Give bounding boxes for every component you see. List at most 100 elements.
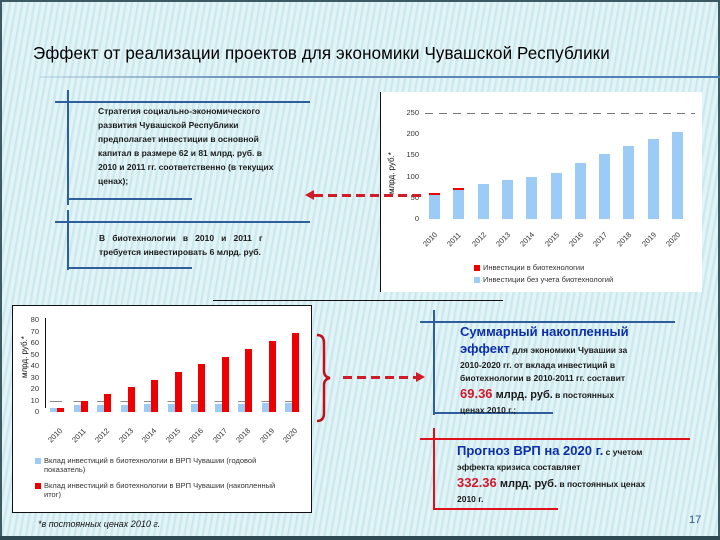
legend-swatch-red xyxy=(474,265,480,271)
text-line: развития Чувашской Республики xyxy=(98,120,239,130)
forecast-text: Прогноз ВРП на 2020 г. с учетом эффекта … xyxy=(457,442,712,506)
bar xyxy=(623,146,635,219)
text-line: эффекта кризиса составляет xyxy=(457,462,581,472)
y-tick: 50 xyxy=(30,349,39,359)
callout-top-line xyxy=(55,221,310,223)
y-tick: 60 xyxy=(30,338,39,348)
legend-label: Вклад инвестиций в биотехнологии в ВРП Ч… xyxy=(44,481,275,499)
bar-annual xyxy=(238,404,245,412)
legend-line: итог) xyxy=(44,490,61,499)
callout-left-line xyxy=(433,310,435,415)
text-line: в постоянных ценах xyxy=(557,479,646,489)
bar-cumulative xyxy=(80,400,88,412)
bar-annual xyxy=(191,404,198,412)
bar-cumulative xyxy=(127,387,135,412)
text-line: 2010 г. xyxy=(457,494,484,504)
y-tick: 100 xyxy=(406,172,419,181)
legend-label: Инвестиции в биотехнологии xyxy=(483,263,585,272)
bar xyxy=(477,183,489,219)
y-tick: 10 xyxy=(30,395,39,405)
bar xyxy=(672,132,683,219)
page-number: 17 xyxy=(689,514,702,526)
y-tick: 150 xyxy=(406,150,419,159)
headline: эффект xyxy=(460,341,510,356)
bar-cumulative xyxy=(221,357,229,412)
bar-annual xyxy=(73,405,81,412)
text-line: Стратегия социально-экономического xyxy=(98,106,261,116)
x-tick-label: 2016 xyxy=(566,230,585,249)
y-tick: 50 xyxy=(410,193,419,202)
bar xyxy=(574,163,586,219)
text-line: капитал в размере 62 и 81 млрд. руб. в xyxy=(98,148,262,158)
bar-cumulative xyxy=(245,349,252,412)
callout-top-line xyxy=(420,321,675,323)
legend-label: Инвестиции без учета биотехнологий xyxy=(483,275,614,284)
legend-swatch-red xyxy=(35,483,41,489)
bar-annual xyxy=(167,404,175,412)
x-tick-label: 2013 xyxy=(493,230,513,249)
bar xyxy=(429,194,440,219)
text-line: ценах); xyxy=(98,176,129,186)
text-line: В биотехнологии в 2010 и 2011 г xyxy=(99,233,263,243)
bar xyxy=(599,154,611,219)
connector-arrow-right xyxy=(343,376,418,379)
strategy-callout: Стратегия социально-экономического разви… xyxy=(55,90,325,210)
top-chart-bars xyxy=(381,92,703,222)
legend-red: Вклад инвестиций в биотехнологии в ВРП Ч… xyxy=(35,481,275,499)
x-tick-label: 2011 xyxy=(69,426,88,445)
callout-left-line xyxy=(67,210,69,270)
y-tick: 0 xyxy=(34,407,39,416)
y-tick: 0 xyxy=(414,214,419,223)
x-tick-label: 2017 xyxy=(591,230,610,249)
x-tick-label: 2012 xyxy=(93,426,112,445)
slide-bottom-border xyxy=(0,536,720,540)
bar-annual xyxy=(261,403,269,412)
unit: млрд. руб. xyxy=(492,389,553,401)
investment-chart: млрд. руб.* 0 50 100 150 200 250 2010 201… xyxy=(380,92,702,292)
callout-bottom-line xyxy=(67,198,192,200)
bar-cumulative xyxy=(268,341,276,412)
y-axis-line xyxy=(45,318,46,408)
text-line: для экономики Чувашии за xyxy=(509,345,628,355)
x-tick-label: 2015 xyxy=(542,230,561,249)
x-tick-label: 2020 xyxy=(664,230,683,249)
legend-swatch-blue xyxy=(35,458,41,464)
title-underline xyxy=(40,76,720,78)
callout-left-line xyxy=(433,428,435,510)
y-tick: 80 xyxy=(30,315,39,325)
x-tick-label: 2019 xyxy=(257,426,276,445)
top-chart-x-labels: 2010 2011 2012 2013 2014 2015 2016 2017 2018 2019… xyxy=(381,92,703,262)
callout-top-line xyxy=(420,438,690,440)
bar-cumulative xyxy=(198,363,205,412)
callout-left-line xyxy=(67,90,69,205)
x-tick-label: 2011 xyxy=(445,230,464,249)
connector-arrow-left xyxy=(314,194,424,197)
legend-blue: Вклад инвестиций в биотехнологии в ВРП Ч… xyxy=(35,456,256,474)
text-line: ценах 2010 г.; xyxy=(460,405,517,415)
cumulative-effect-callout: Суммарный накопленный эффект для экономи… xyxy=(420,310,690,420)
text-line: биотехнологии в 2010-2011 гг. составит xyxy=(460,373,626,383)
footnote: *в постоянных ценах 2010 г. xyxy=(38,519,161,529)
arrow-head-left-icon xyxy=(305,190,314,200)
headline: Суммарный накопленный xyxy=(460,324,629,339)
biotech-callout: В биотехнологии в 2010 и 2011 г требуетс… xyxy=(55,210,325,275)
x-tick-label: 2010 xyxy=(46,426,65,445)
legend-red: Инвестиции в биотехнологии xyxy=(474,263,584,272)
callout-bottom-line xyxy=(433,508,558,510)
bar-cumulative xyxy=(292,332,299,412)
x-tick-label: 2020 xyxy=(281,426,300,445)
bar xyxy=(526,177,538,219)
x-tick-label: 2010 xyxy=(421,230,440,249)
biotech-contribution-chart: млрд. руб.* 0 10 20 30 40 50 60 70 80 2010 2011 20… xyxy=(12,305,312,513)
strategy-text: Стратегия социально-экономического разви… xyxy=(98,104,328,188)
x-tick-label: 2016 xyxy=(187,426,206,445)
forecast-callout: Прогноз ВРП на 2020 г. с учетом эффекта … xyxy=(420,428,715,518)
x-tick-label: 2018 xyxy=(615,230,634,249)
bar xyxy=(550,173,562,219)
legend-line: Вклад инвестиций в биотехнологии в ВРП Ч… xyxy=(44,481,276,490)
brace-icon xyxy=(316,333,331,423)
bar xyxy=(453,188,465,219)
legend-line: показатель) xyxy=(44,465,86,474)
slide-title: Эффект от реализации проектов для эконом… xyxy=(33,43,610,64)
bar-annual xyxy=(120,405,128,412)
